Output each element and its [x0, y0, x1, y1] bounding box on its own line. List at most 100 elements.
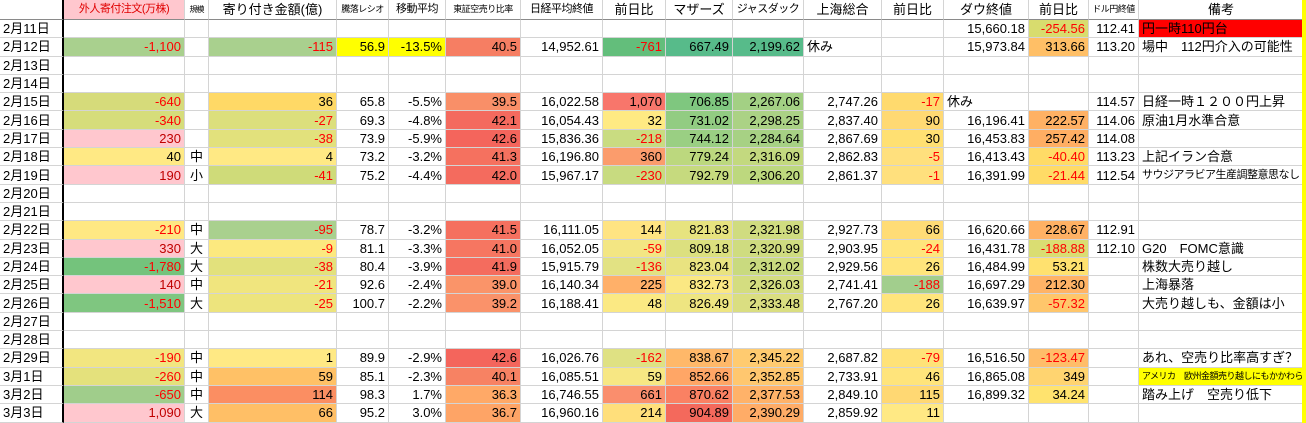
- cell-jasdaq[interactable]: [733, 56, 804, 75]
- cell-nikkei[interactable]: 16,196.80: [521, 148, 603, 167]
- cell-remark[interactable]: [1139, 74, 1304, 94]
- cell-fx[interactable]: [1089, 385, 1139, 405]
- cell-dow[interactable]: 16,899.32: [944, 385, 1029, 405]
- cell-nchg[interactable]: [603, 56, 666, 75]
- cell-nikkei[interactable]: 16,085.51: [521, 367, 603, 386]
- cell-dchg[interactable]: [1029, 312, 1089, 332]
- cell-size[interactable]: 中: [185, 367, 209, 386]
- cell-date[interactable]: 2月24日: [0, 257, 64, 277]
- cell-ma[interactable]: 3.0%: [389, 404, 446, 423]
- header-nchg[interactable]: 前日比: [603, 0, 666, 20]
- cell-schg[interactable]: [882, 331, 944, 350]
- cell-date[interactable]: 2月29日: [0, 349, 64, 368]
- cell-schg[interactable]: [882, 184, 944, 203]
- cell-nchg[interactable]: 59: [603, 367, 666, 386]
- header-schg[interactable]: 前日比: [882, 0, 944, 20]
- cell-size[interactable]: 大: [185, 257, 209, 277]
- cell-amount[interactable]: 59: [209, 367, 337, 386]
- cell-amount[interactable]: 114: [209, 385, 337, 405]
- cell-dchg[interactable]: -123.47: [1029, 349, 1089, 368]
- cell-short[interactable]: 41.9: [446, 257, 521, 277]
- cell-schg[interactable]: [882, 56, 944, 75]
- cell-remark[interactable]: 上記イラン合意: [1139, 148, 1304, 167]
- cell-dchg[interactable]: -57.32: [1029, 294, 1089, 313]
- cell-fx[interactable]: [1089, 74, 1139, 94]
- cell-foreign[interactable]: -260: [64, 367, 185, 386]
- cell-nikkei[interactable]: 16,111.05: [521, 221, 603, 240]
- cell-nchg[interactable]: 32: [603, 111, 666, 130]
- cell-schg[interactable]: -24: [882, 239, 944, 258]
- cell-dow[interactable]: 16,620.66: [944, 221, 1029, 240]
- cell-date[interactable]: 2月21日: [0, 202, 64, 222]
- cell-jasdaq[interactable]: 2,321.98: [733, 221, 804, 240]
- cell-nikkei[interactable]: 16,188.41: [521, 294, 603, 313]
- cell-short[interactable]: 40.1: [446, 367, 521, 386]
- cell-nchg[interactable]: -761: [603, 38, 666, 57]
- cell-dow[interactable]: 15,973.84: [944, 38, 1029, 57]
- cell-foreign[interactable]: [64, 184, 185, 203]
- cell-short[interactable]: 42.6: [446, 349, 521, 368]
- cell-amount[interactable]: -41: [209, 166, 337, 185]
- cell-ma[interactable]: [389, 74, 446, 94]
- cell-ratio[interactable]: 98.3: [337, 385, 389, 405]
- cell-ratio[interactable]: 65.8: [337, 93, 389, 112]
- cell-ratio[interactable]: [337, 331, 389, 350]
- cell-ma[interactable]: -3.9%: [389, 257, 446, 277]
- cell-dchg[interactable]: [1029, 93, 1089, 112]
- cell-amount[interactable]: [209, 56, 337, 75]
- cell-dchg[interactable]: [1029, 74, 1089, 94]
- cell-amount[interactable]: -115: [209, 38, 337, 57]
- cell-ratio[interactable]: 56.9: [337, 38, 389, 57]
- cell-schg[interactable]: -17: [882, 93, 944, 112]
- cell-dchg[interactable]: 313.66: [1029, 38, 1089, 57]
- cell-ma[interactable]: [389, 56, 446, 75]
- cell-mothers[interactable]: 809.18: [666, 239, 733, 258]
- cell-amount[interactable]: 36: [209, 93, 337, 112]
- cell-remark[interactable]: 日経一時１２００円上昇: [1139, 93, 1304, 112]
- cell-amount[interactable]: 1: [209, 349, 337, 368]
- cell-size[interactable]: 中: [185, 385, 209, 405]
- cell-schg[interactable]: 115: [882, 385, 944, 405]
- cell-jasdaq[interactable]: 2,320.99: [733, 239, 804, 258]
- cell-mothers[interactable]: 852.66: [666, 367, 733, 386]
- cell-date[interactable]: 2月27日: [0, 312, 64, 332]
- cell-dow[interactable]: 16,196.41: [944, 111, 1029, 130]
- cell-amount[interactable]: -38: [209, 257, 337, 277]
- cell-foreign[interactable]: -1,510: [64, 294, 185, 313]
- cell-size[interactable]: 中: [185, 276, 209, 295]
- cell-mothers[interactable]: 904.89: [666, 404, 733, 423]
- cell-date[interactable]: 3月3日: [0, 404, 64, 423]
- cell-ratio[interactable]: 80.4: [337, 257, 389, 277]
- cell-schg[interactable]: -1: [882, 166, 944, 185]
- cell-short[interactable]: 42.0: [446, 166, 521, 185]
- cell-foreign[interactable]: [64, 20, 185, 39]
- cell-short[interactable]: [446, 202, 521, 222]
- cell-fx[interactable]: [1089, 184, 1139, 203]
- cell-foreign[interactable]: 330: [64, 239, 185, 258]
- cell-fx[interactable]: [1089, 312, 1139, 332]
- cell-amount[interactable]: -27: [209, 111, 337, 130]
- header-ratio[interactable]: 騰落レシオ: [337, 0, 389, 20]
- cell-foreign[interactable]: 1,090: [64, 404, 185, 423]
- cell-date[interactable]: 2月23日: [0, 239, 64, 258]
- cell-short[interactable]: [446, 20, 521, 39]
- cell-remark[interactable]: [1139, 312, 1304, 332]
- cell-ratio[interactable]: 89.9: [337, 349, 389, 368]
- cell-mothers[interactable]: 821.83: [666, 221, 733, 240]
- cell-amount[interactable]: [209, 312, 337, 332]
- cell-dchg[interactable]: -188.88: [1029, 239, 1089, 258]
- cell-ma[interactable]: -13.5%: [389, 38, 446, 57]
- cell-nikkei[interactable]: 15,967.17: [521, 166, 603, 185]
- cell-dchg[interactable]: 222.57: [1029, 111, 1089, 130]
- cell-shanghai[interactable]: 2,903.95: [804, 239, 882, 258]
- cell-nikkei[interactable]: 15,915.79: [521, 257, 603, 277]
- cell-date[interactable]: 2月12日: [0, 38, 64, 57]
- cell-jasdaq[interactable]: 2,326.03: [733, 276, 804, 295]
- cell-remark[interactable]: [1139, 202, 1304, 222]
- cell-fx[interactable]: [1089, 367, 1139, 386]
- cell-size[interactable]: [185, 184, 209, 203]
- cell-schg[interactable]: 46: [882, 367, 944, 386]
- cell-schg[interactable]: [882, 38, 944, 57]
- cell-amount[interactable]: [209, 331, 337, 350]
- cell-nchg[interactable]: [603, 202, 666, 222]
